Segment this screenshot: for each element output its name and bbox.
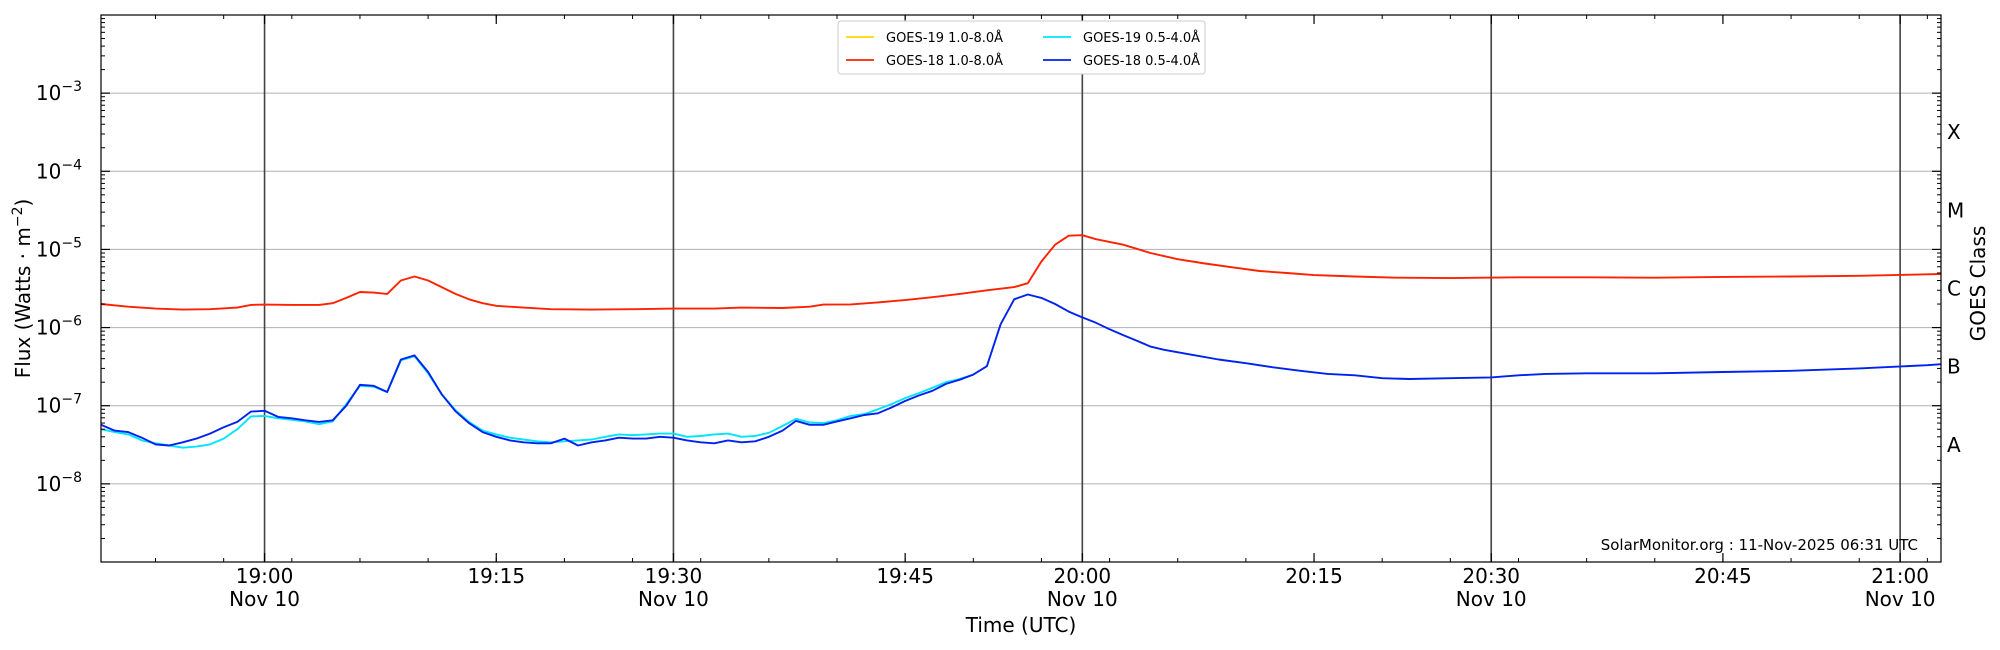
series-lines <box>100 234 1942 449</box>
y-axis-label: Flux (Watts · m−2) <box>10 199 35 379</box>
series-line <box>100 293 1942 447</box>
y-tick-base: 10 <box>36 159 61 183</box>
x-tick-date-label: Nov 10 <box>1456 587 1527 611</box>
y-tick-exponent: −3 <box>61 79 82 95</box>
y-axis-label-exponent: −2 <box>10 207 26 228</box>
y-axis-label-close: ) <box>11 199 35 207</box>
x-tick-date-label: Nov 10 <box>1865 587 1936 611</box>
legend-label: GOES-19 0.5-4.0Å <box>1083 30 1200 46</box>
watermark-text: SolarMonitor.org : 11-Nov-2025 06:31 UTC <box>1601 536 1918 554</box>
y-tick-exponent: −4 <box>61 157 82 173</box>
legend-label: GOES-18 1.0-8.0Å <box>886 53 1003 69</box>
y-tick-exponent: −8 <box>61 470 82 486</box>
goes-class-label: X <box>1947 120 1961 144</box>
grid <box>101 92 1941 485</box>
y-tick-exponent: −7 <box>61 392 82 408</box>
goes-class-label: B <box>1947 355 1961 379</box>
half-hour-markers <box>263 15 1901 562</box>
y-tick-base: 10 <box>36 394 61 418</box>
y-axis-label-text: Flux (Watts · m <box>11 227 35 378</box>
x-tick-label: 19:45 <box>876 564 934 588</box>
y-tick-label: 10−3 <box>36 79 82 105</box>
goes-class-labels: X M C B A <box>1947 120 1964 457</box>
x-tick-label: 19:30 <box>645 564 703 588</box>
legend-box <box>837 20 1206 75</box>
goes-class-axis-label: GOES Class <box>1966 226 1990 342</box>
x-tick-label: 19:00 <box>236 564 294 588</box>
y-tick-base: 10 <box>36 472 61 496</box>
x-axis-label: Time (UTC) <box>965 613 1077 637</box>
goes-class-label: M <box>1947 198 1964 222</box>
legend-label: GOES-18 0.5-4.0Å <box>1083 53 1200 69</box>
series-line <box>100 355 974 449</box>
goes-class-label: C <box>1947 277 1961 301</box>
legend: GOES-19 1.0-8.0Å GOES-18 1.0-8.0Å GOES-19 … <box>837 20 1206 75</box>
y-tick-exponent: −6 <box>61 314 82 330</box>
x-tick-date-label: Nov 10 <box>638 587 709 611</box>
plot-frame <box>100 14 1942 563</box>
y-axis-ticks: 10−310−410−510−610−710−8 <box>36 18 1941 539</box>
y-tick-label: 10−6 <box>36 314 82 340</box>
y-tick-label: 10−8 <box>36 470 82 496</box>
y-tick-base: 10 <box>36 237 61 261</box>
x-tick-label: 20:30 <box>1462 564 1520 588</box>
x-tick-date-label: Nov 10 <box>1047 587 1118 611</box>
x-tick-label: 19:15 <box>467 564 525 588</box>
y-tick-label: 10−5 <box>36 235 82 261</box>
y-tick-base: 10 <box>36 81 61 105</box>
x-tick-label: 20:45 <box>1694 564 1752 588</box>
y-tick-base: 10 <box>36 316 61 340</box>
legend-label: GOES-19 1.0-8.0Å <box>886 30 1003 46</box>
y-tick-label: 10−4 <box>36 157 82 183</box>
x-tick-label: 21:00 <box>1871 564 1929 588</box>
goes-class-label: A <box>1947 433 1961 457</box>
series-line <box>100 234 1942 311</box>
y-tick-exponent: −5 <box>61 235 82 251</box>
y-tick-label: 10−7 <box>36 392 82 418</box>
x-tick-date-label: Nov 10 <box>229 587 300 611</box>
x-tick-label: 20:00 <box>1054 564 1112 588</box>
x-tick-label: 20:15 <box>1285 564 1343 588</box>
